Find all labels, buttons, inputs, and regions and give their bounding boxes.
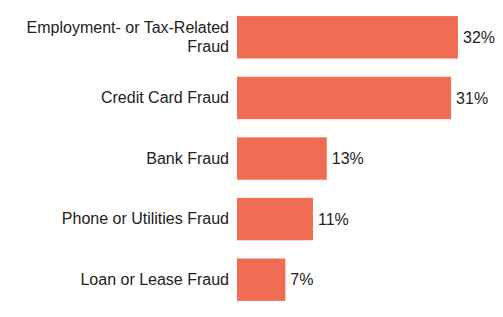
- bar: [237, 198, 313, 240]
- tick: Phone or Utilities Fraud: [62, 210, 237, 227]
- y-axis: Employment- or Tax-RelatedFraud Credit Ca…: [27, 19, 237, 288]
- data-label: 11%: [318, 211, 349, 228]
- tick: Credit Card Fraud: [101, 89, 237, 106]
- tick-label: Credit Card Fraud: [101, 89, 229, 106]
- bar: [237, 137, 327, 179]
- tick: Loan or Lease Fraud: [80, 271, 237, 288]
- bar: [237, 258, 285, 300]
- data-label: 7%: [290, 271, 313, 288]
- bar: [237, 16, 458, 58]
- data-label: 32%: [463, 29, 495, 46]
- chart: Employment- or Tax-RelatedFraud Credit Ca…: [0, 0, 503, 317]
- tick: Bank Fraud: [146, 150, 237, 167]
- bar: [237, 77, 451, 119]
- tick: Employment- or Tax-RelatedFraud: [27, 19, 237, 54]
- bars: [237, 16, 458, 301]
- tick-label: Loan or Lease Fraud: [80, 271, 229, 288]
- data-label: 31%: [456, 90, 488, 107]
- tick-label: Phone or Utilities Fraud: [62, 210, 229, 227]
- tick-label: Bank Fraud: [146, 150, 229, 167]
- data-label: 13%: [332, 150, 364, 167]
- tick-label: Employment- or Tax-RelatedFraud: [27, 19, 229, 54]
- data-labels: 32% 31% 13% 11% 7%: [290, 29, 495, 288]
